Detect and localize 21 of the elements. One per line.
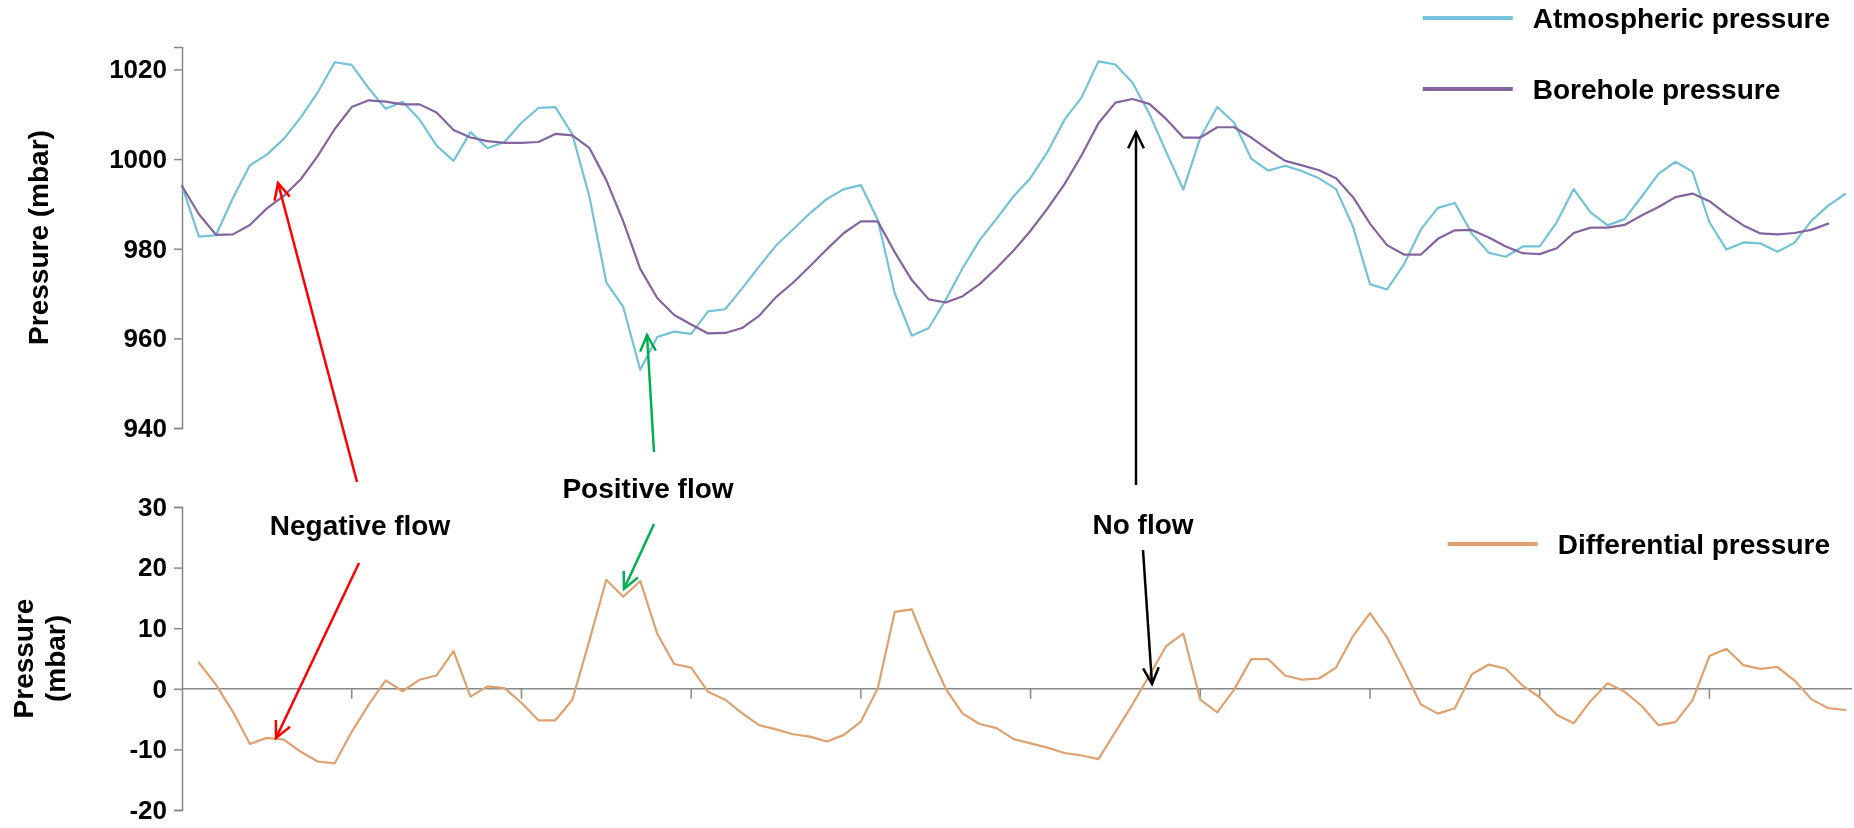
line-series [180, 60, 1847, 371]
y-tick-label: 1020 [109, 54, 167, 85]
y-tick-label: 1000 [109, 143, 167, 174]
y-tick-label: 980 [123, 233, 167, 264]
y-axis-title: Pressure (mbar) [8, 598, 71, 719]
y-tick-label: 0 [152, 673, 167, 704]
y-tick-label: 940 [123, 412, 167, 443]
legend-label: Borehole pressure [1532, 74, 1781, 105]
line-series [197, 578, 1847, 765]
y-tick-label: -10 [129, 734, 167, 765]
y-tick-label: 20 [138, 552, 167, 583]
annotation: No flow [1092, 509, 1194, 540]
annotation: Negative flow [269, 510, 451, 541]
y-tick-label: 30 [138, 491, 167, 522]
legend-label: Differential pressure [1557, 529, 1830, 560]
legend-label: Atmospheric pressure [1532, 3, 1830, 34]
y-tick-label: 960 [123, 323, 167, 354]
text: Positive flow [562, 473, 734, 504]
y-axis-title: Pressure (mbar) [23, 130, 54, 345]
y-tick-label: 10 [138, 613, 167, 644]
y-tick-label: -20 [129, 794, 167, 825]
